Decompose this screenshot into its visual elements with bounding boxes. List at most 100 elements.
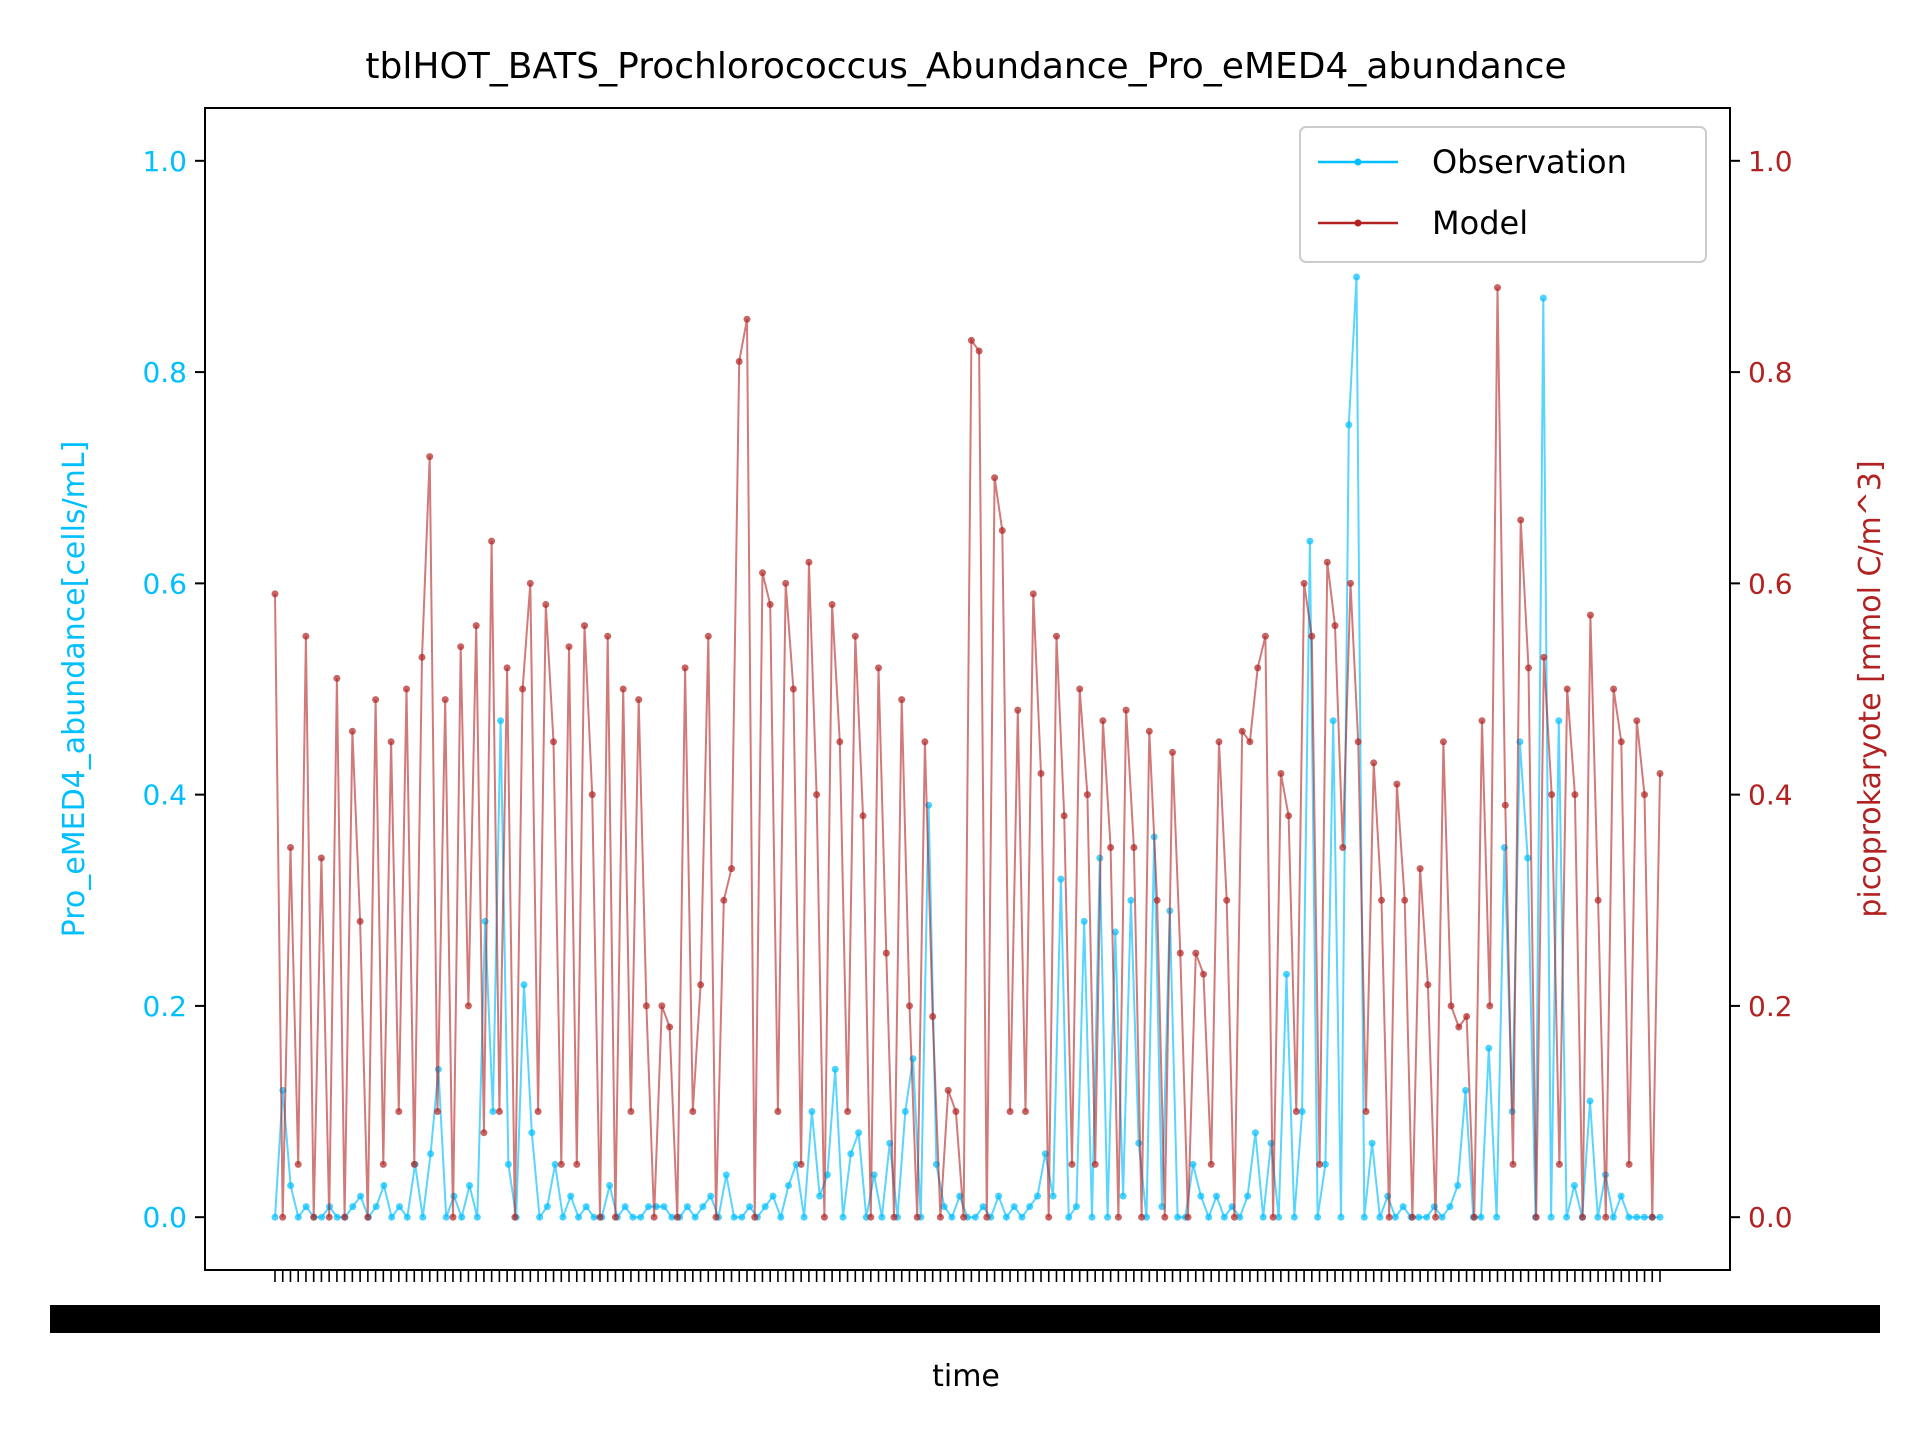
data-point-observation: [1415, 1213, 1423, 1221]
right-y-tick-label: 0.0: [1748, 1201, 1793, 1234]
data-point-model: [287, 844, 294, 851]
data-point-model: [1161, 1213, 1169, 1221]
data-point-observation: [582, 1203, 590, 1211]
data-point-model: [1122, 706, 1130, 714]
data-point-model: [1378, 896, 1385, 904]
data-point-model: [635, 696, 643, 704]
data-point-model: [1501, 801, 1509, 809]
data-point-model: [1602, 1213, 1610, 1221]
data-point-observation: [1633, 1213, 1641, 1221]
data-point-model: [820, 1213, 828, 1221]
data-point-model: [387, 738, 395, 746]
data-point-model: [813, 791, 821, 799]
data-point-model: [503, 664, 511, 672]
data-point-model: [341, 1213, 349, 1221]
data-point-observation: [621, 1203, 629, 1211]
data-point-observation: [528, 1129, 536, 1137]
data-point-model: [495, 1108, 503, 1115]
data-point-observation: [1143, 1213, 1150, 1221]
data-point-model: [789, 685, 797, 693]
data-point-model: [279, 1213, 287, 1221]
data-point-observation: [1111, 928, 1119, 936]
data-point-model: [1285, 812, 1293, 820]
data-point-model: [1648, 1213, 1656, 1221]
data-point-observation: [575, 1213, 582, 1221]
data-point-observation: [1314, 1213, 1322, 1221]
data-point-model: [1053, 632, 1060, 640]
data-point-observation: [683, 1203, 691, 1211]
data-point-observation: [1617, 1192, 1625, 1200]
data-point-model: [1555, 1160, 1563, 1168]
data-point-observation: [458, 1213, 466, 1221]
x-tick-labels-overlap: [50, 1305, 1880, 1333]
data-point-model: [913, 1213, 921, 1221]
data-point-model: [998, 527, 1006, 534]
data-point-observation: [1135, 1139, 1143, 1147]
data-point-observation: [1376, 1213, 1384, 1221]
left-y-tick-label: 0.4: [142, 779, 187, 812]
data-point-model: [697, 981, 705, 989]
data-point-observation: [1018, 1213, 1026, 1221]
data-point-model: [596, 1213, 604, 1221]
data-point-model: [735, 358, 743, 365]
data-point-model: [875, 664, 882, 672]
data-point-model: [310, 1213, 318, 1221]
data-point-observation: [769, 1192, 777, 1200]
data-point-model: [1571, 791, 1579, 799]
data-point-model: [1424, 981, 1432, 989]
data-point-observation: [1438, 1213, 1446, 1221]
left-y-tick-label: 0.6: [142, 567, 187, 600]
data-point-model: [1432, 1213, 1440, 1221]
data-point-observation: [357, 1192, 365, 1200]
data-point-observation: [761, 1203, 769, 1211]
data-point-observation: [1555, 717, 1563, 725]
data-point-observation: [1640, 1213, 1648, 1221]
data-point-model: [403, 685, 410, 693]
data-point-model: [1277, 770, 1285, 777]
data-point-model: [1130, 844, 1138, 851]
data-point-observation: [971, 1213, 979, 1221]
data-point-observation: [1290, 1213, 1298, 1221]
data-point-model: [1633, 717, 1641, 725]
data-point-model: [1509, 1160, 1517, 1168]
data-point-model: [704, 632, 712, 640]
data-point-model: [472, 622, 480, 630]
data-point-observation: [1391, 1213, 1399, 1221]
data-point-observation: [590, 1213, 598, 1221]
data-point-observation: [1072, 1203, 1080, 1211]
data-point-model: [1200, 970, 1207, 978]
data-point-observation: [1563, 1213, 1571, 1221]
legend-model-marker: [1354, 219, 1362, 227]
data-point-model: [1099, 717, 1107, 725]
data-point-model: [1169, 748, 1176, 756]
data-point-model: [1269, 1213, 1277, 1221]
data-point-observation: [1026, 1203, 1034, 1211]
data-point-model: [588, 791, 596, 799]
data-point-model: [1339, 844, 1347, 851]
data-point-model: [759, 569, 766, 577]
data-point-observation: [1127, 896, 1135, 904]
data-point-model: [542, 601, 550, 608]
data-point-observation: [1594, 1213, 1602, 1221]
data-point-model: [1532, 1213, 1540, 1221]
series-layer: [271, 273, 1664, 1221]
data-point-model: [364, 1213, 372, 1221]
data-point-model: [642, 1002, 650, 1010]
data-point-observation: [1002, 1213, 1010, 1221]
data-point-observation: [1321, 1160, 1329, 1168]
data-point-model: [782, 579, 790, 587]
data-point-observation: [333, 1213, 341, 1221]
data-point-observation: [380, 1182, 388, 1189]
data-point-observation: [543, 1203, 551, 1211]
data-point-model: [372, 696, 380, 704]
data-point-observation: [567, 1192, 575, 1200]
data-point-observation: [1244, 1192, 1252, 1200]
data-point-model: [743, 315, 751, 323]
data-point-model: [844, 1108, 852, 1115]
data-point-model: [1037, 770, 1045, 777]
data-point-model: [944, 1086, 952, 1094]
data-point-observation: [466, 1182, 473, 1189]
data-point-model: [1060, 812, 1068, 820]
data-point-observation: [396, 1203, 403, 1211]
data-point-model: [294, 1160, 302, 1168]
